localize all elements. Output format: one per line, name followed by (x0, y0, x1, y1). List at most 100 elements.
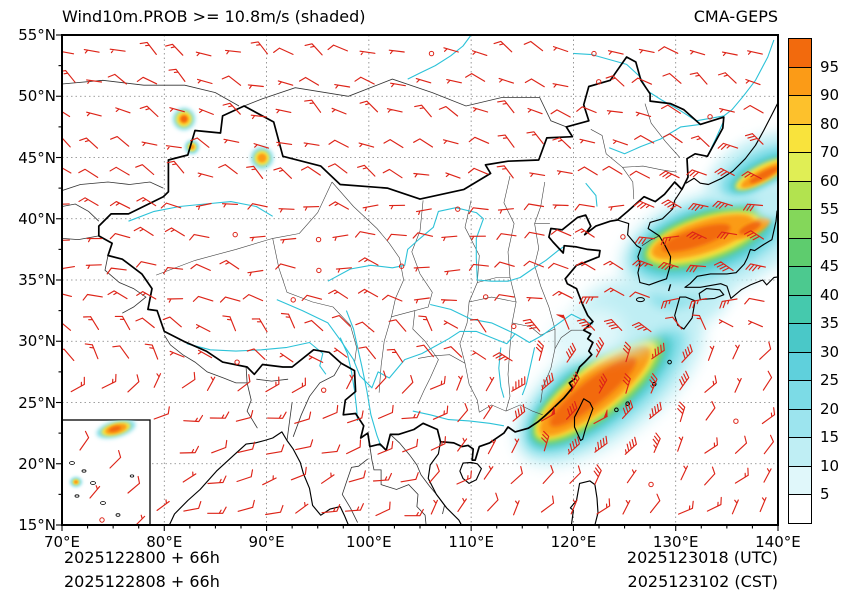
wind-barb (759, 497, 767, 513)
wind-barb (109, 166, 130, 176)
colorbar-cell (788, 209, 812, 239)
wind-barb (160, 202, 182, 209)
wind-barb (633, 200, 655, 209)
wind-barb (222, 315, 237, 332)
calm-wind-circle (320, 387, 327, 393)
wind-barb (658, 261, 679, 271)
wind-barb (634, 135, 655, 144)
colorbar-tick-label: 20 (820, 399, 840, 418)
wind-barb (412, 232, 434, 239)
wind-barb (107, 73, 127, 85)
wind-barb (621, 400, 634, 419)
wind-barb (372, 472, 392, 482)
wind-barb (332, 234, 349, 241)
wind-barb (247, 84, 264, 89)
wind-barb (83, 48, 100, 54)
island-outline (90, 481, 96, 485)
wind-barb (732, 344, 740, 360)
colorbar-cell (788, 294, 812, 325)
calm-wind-circle (511, 323, 517, 330)
wind-barb (327, 44, 348, 52)
wind-barb (414, 104, 432, 118)
wind-barb (467, 167, 489, 175)
wind-barb (70, 376, 85, 393)
wind-barb (595, 337, 605, 358)
wind-barb (714, 167, 735, 177)
wind-barb (235, 410, 254, 422)
page-title: Wind10m.PROB >= 10.8m/s (shaded) (62, 7, 366, 26)
wind-barb (550, 109, 571, 118)
wind-barb (344, 503, 364, 512)
wind-barb (182, 471, 197, 483)
wind-barb (496, 233, 517, 240)
wind-barb (86, 237, 103, 243)
wind-barb (652, 432, 661, 453)
wind-barb (665, 316, 683, 330)
wind-barb (631, 77, 653, 85)
y-tick-label: 40°N (18, 209, 56, 228)
island-outline (69, 461, 75, 465)
wind-barb (183, 500, 202, 512)
wind-barb (719, 108, 735, 113)
wind-barb (731, 499, 739, 515)
island-outline (129, 474, 135, 478)
wind-barb (266, 444, 285, 455)
wind-barb (127, 374, 140, 393)
colorbar-cell (788, 437, 812, 467)
wind-barb (622, 500, 631, 515)
wind-barb (225, 49, 242, 55)
wind-barb (273, 167, 292, 179)
wind-barb (552, 137, 572, 149)
wind-barb (62, 164, 72, 174)
wind-barb (540, 495, 555, 513)
wind-barb (279, 352, 294, 363)
wind-barb (328, 139, 349, 148)
wind-barb (404, 508, 424, 517)
island-outline (100, 501, 106, 505)
wind-barb (522, 318, 541, 332)
wind-barb (494, 294, 515, 301)
wind-barb (496, 165, 514, 179)
wind-barb (388, 319, 407, 332)
wind-barb (741, 171, 762, 180)
wind-barb (237, 374, 251, 392)
wind-barb (110, 136, 130, 147)
wind-barb (446, 78, 462, 84)
wind-barb (136, 261, 157, 268)
wind-barb (743, 104, 764, 114)
wind-barb (603, 318, 623, 331)
y-tick-label: 30°N (18, 332, 56, 351)
calm-wind-circle (99, 517, 105, 523)
wind-barb (485, 376, 495, 392)
wind-barb (190, 263, 211, 271)
colorbar-cell (788, 123, 812, 154)
wind-barb-layer (62, 40, 776, 517)
wind-barb (357, 288, 379, 298)
wind-barb (250, 41, 268, 55)
wind-barb (291, 377, 306, 394)
wind-barb (578, 296, 599, 304)
wind-barb (358, 257, 379, 266)
colorbar-cell (788, 66, 812, 97)
wind-barb (195, 51, 212, 57)
calm-wind-circle (620, 234, 626, 240)
wind-barb (718, 319, 734, 328)
wind-barb (649, 373, 658, 394)
wind-barb (432, 405, 449, 420)
wind-barb (386, 348, 404, 363)
wind-barb (82, 293, 103, 301)
wind-barb (576, 106, 597, 114)
wind-barb (413, 266, 430, 272)
wind-barb (135, 317, 155, 329)
wind-barb (634, 236, 655, 245)
wind-barb (659, 170, 680, 179)
colorbar-cell (788, 323, 812, 353)
calm-wind-circle (482, 294, 489, 300)
calm-wind-circle (398, 263, 405, 269)
wind-barb (734, 435, 748, 454)
wind-barb (744, 297, 765, 305)
wind-barb (444, 269, 461, 276)
wind-barb (308, 355, 324, 363)
colorbar-cell (788, 465, 812, 496)
wind-barb (136, 196, 157, 207)
